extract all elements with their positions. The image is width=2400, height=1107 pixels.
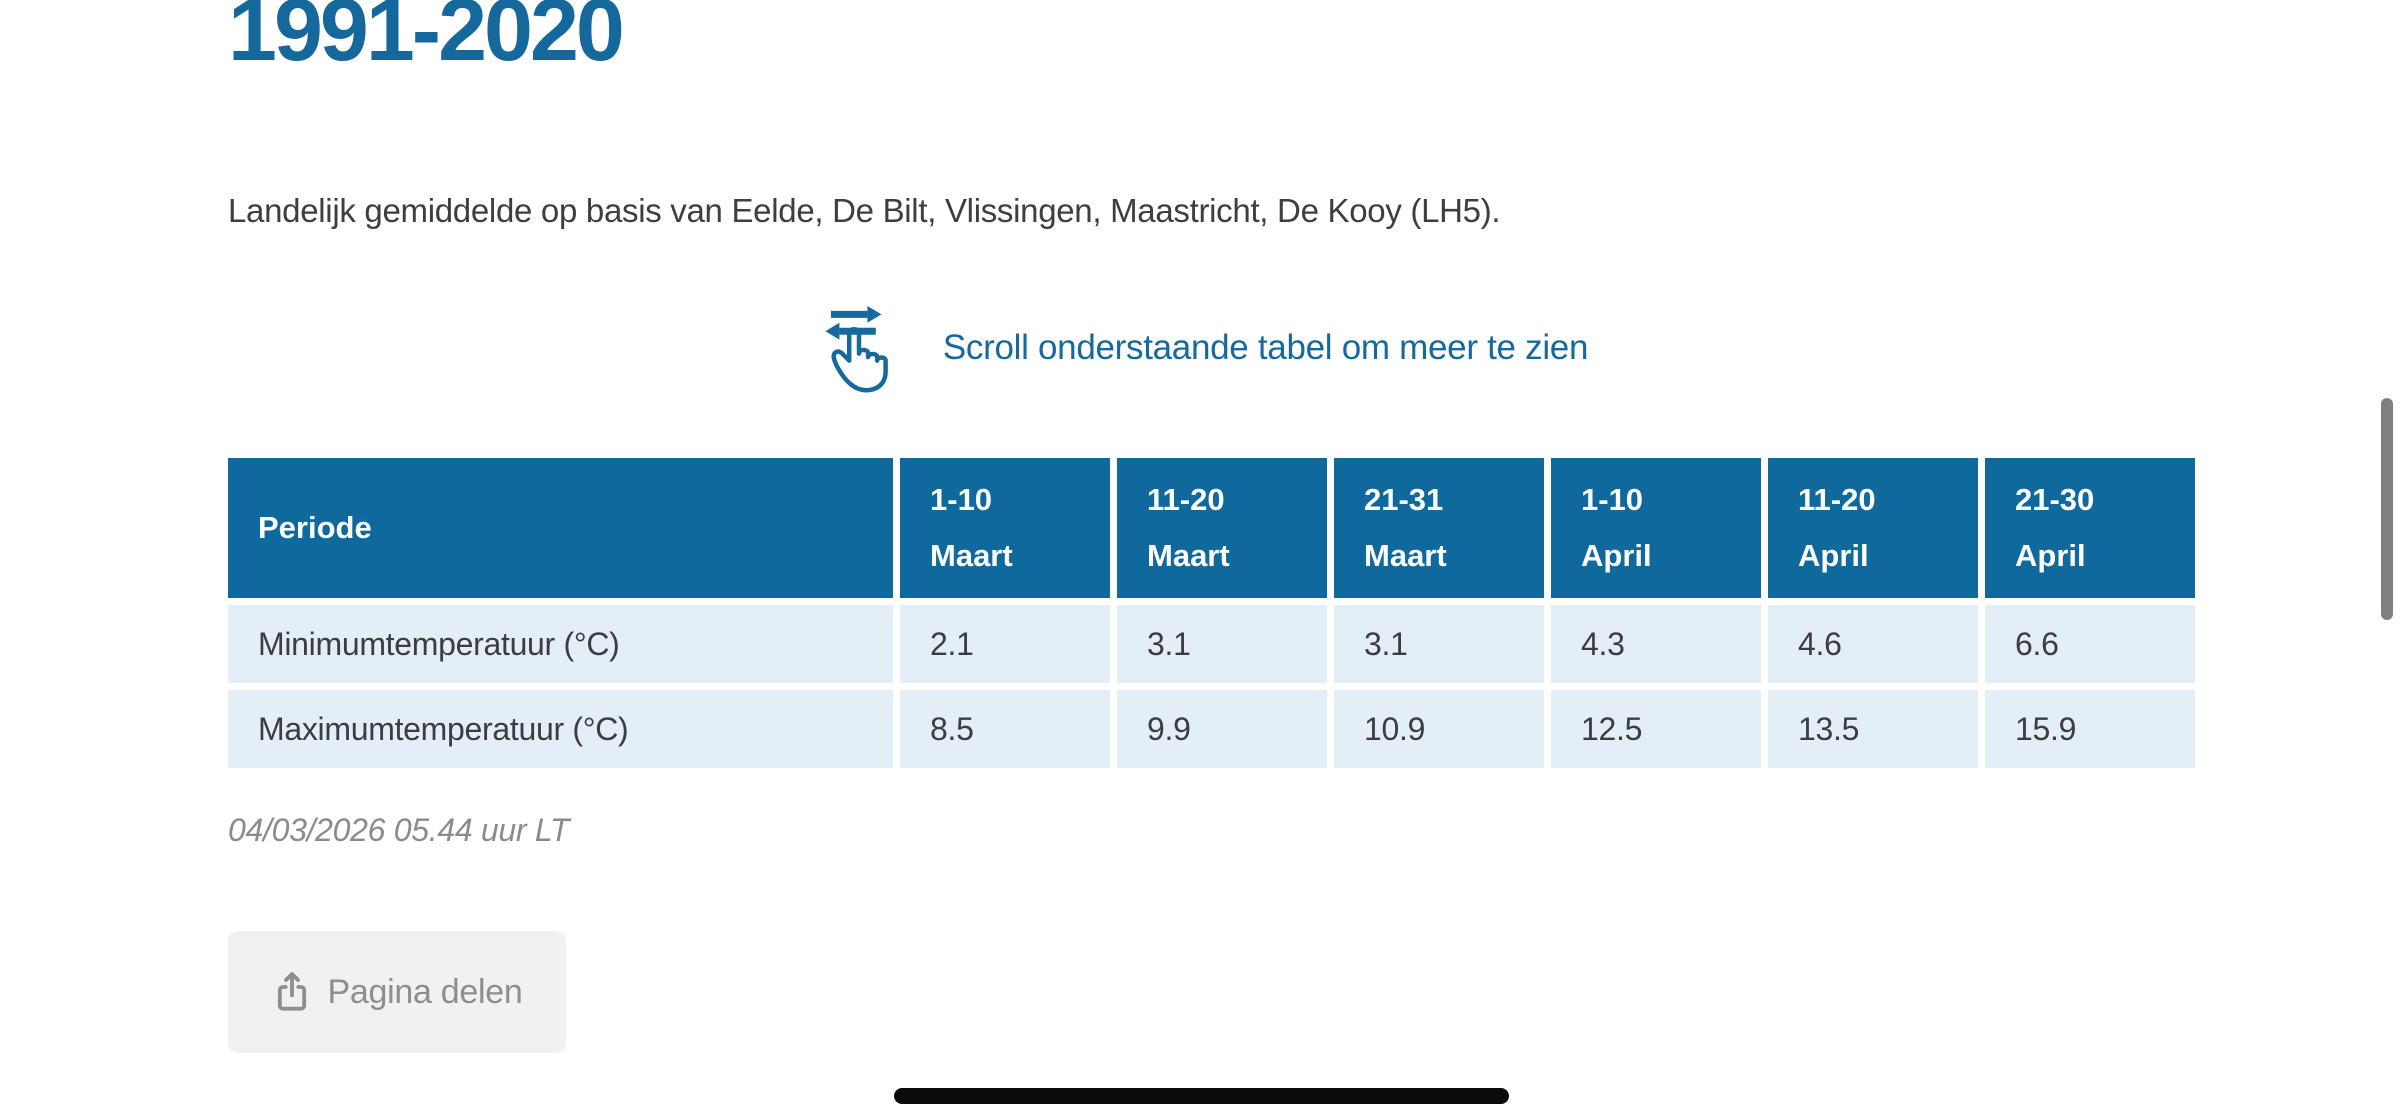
timestamp: 04/03/2026 05.44 uur LT: [228, 812, 570, 848]
table-cell: 4.6: [1768, 605, 1978, 683]
share-button-label: Pagina delen: [327, 972, 523, 1011]
row-label-minimumtemperatuur: Minimumtemperatuur (°C): [228, 605, 893, 683]
scrollbar-thumb[interactable]: [2381, 398, 2393, 620]
table-cell: 2.1: [900, 605, 1110, 683]
table-header-periode: Periode: [228, 458, 893, 598]
table-cell: 10.9: [1334, 690, 1544, 768]
table-header-cell: 21-30 April: [1985, 458, 2195, 598]
table-scroll-area[interactable]: Periode 1-10 Maart 11-20 Maart 21-31 Maa…: [228, 458, 2195, 768]
scroll-hint: Scroll onderstaande tabel om meer te zie…: [228, 300, 2177, 396]
table-cell: 15.9: [1985, 690, 2195, 768]
table-header-cell: 11-20 Maart: [1117, 458, 1327, 598]
table-header-cell: 1-10 Maart: [900, 458, 1110, 598]
home-indicator[interactable]: [894, 1088, 1509, 1104]
table-header-cell: 1-10 April: [1551, 458, 1761, 598]
row-label-maximumtemperatuur: Maximumtemperatuur (°C): [228, 690, 893, 768]
swipe-hand-icon: [817, 303, 901, 393]
climate-normals-table: Periode 1-10 Maart 11-20 Maart 21-31 Maa…: [228, 458, 2195, 768]
table-header-cell: 11-20 April: [1768, 458, 1978, 598]
table-cell: 6.6: [1985, 605, 2195, 683]
table-header-label: Periode: [258, 510, 372, 546]
intro-text: Landelijk gemiddelde op basis van Eelde,…: [228, 192, 1501, 229]
table-cell: 13.5: [1768, 690, 1978, 768]
table-header-cell: 21-31 Maart: [1334, 458, 1544, 598]
share-icon: [272, 970, 312, 1014]
table-cell: 9.9: [1117, 690, 1327, 768]
table-cell: 12.5: [1551, 690, 1761, 768]
scroll-hint-text: Scroll onderstaande tabel om meer te zie…: [942, 328, 1589, 367]
table-cell: 4.3: [1551, 605, 1761, 683]
table-cell: 3.1: [1117, 605, 1327, 683]
share-page-button[interactable]: Pagina delen: [228, 931, 566, 1053]
page-title: 1991-2020: [228, 0, 625, 79]
table-cell: 3.1: [1334, 605, 1544, 683]
table-cell: 8.5: [900, 690, 1110, 768]
